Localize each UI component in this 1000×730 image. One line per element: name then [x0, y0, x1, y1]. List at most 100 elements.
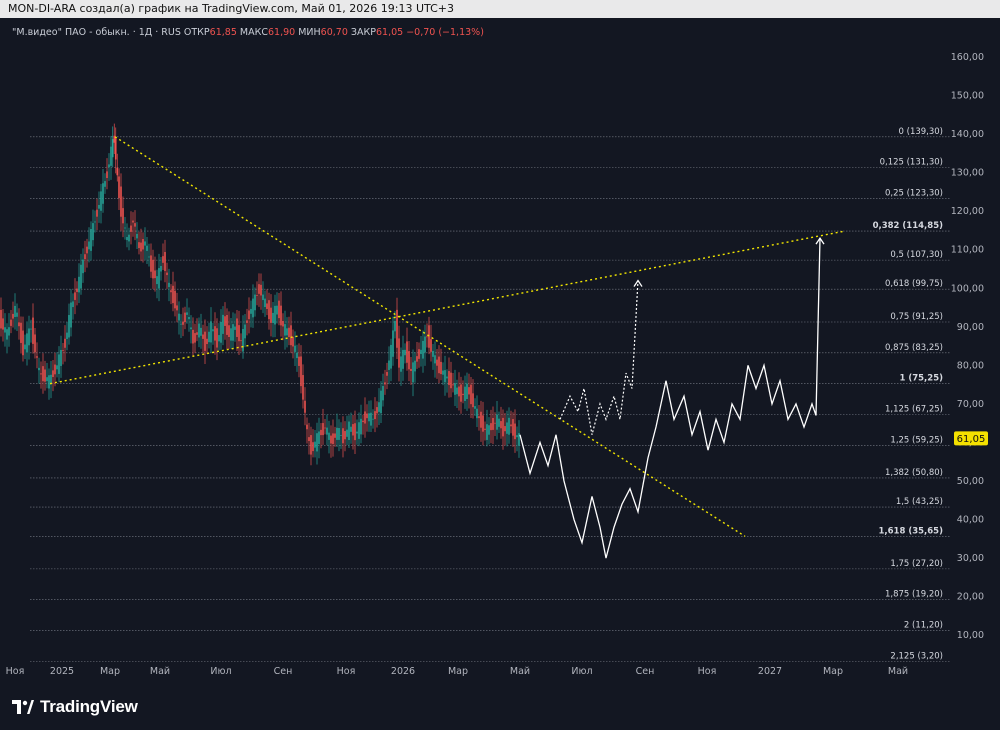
candle-body-20: [40, 373, 42, 375]
candle-body-207: [412, 362, 414, 383]
candle-body-169: [336, 427, 338, 440]
x-tick-13: 2027: [758, 666, 782, 677]
projection-main-path[interactable]: [519, 238, 821, 559]
candle-body-86: [170, 290, 172, 293]
chart-area[interactable]: [0, 18, 1000, 730]
candle-body-213: [424, 336, 426, 353]
candle-body-232: [462, 393, 464, 396]
last-price-tag: 61,05: [954, 431, 988, 446]
candle-body-28: [56, 365, 58, 370]
y-axis[interactable]: 160,00 150,00 140,00 130,00 120,00 110,00 100,…: [951, 52, 984, 641]
candle-body-182: [362, 420, 364, 423]
candle-body-16: [32, 317, 34, 344]
x-tick-9: Май: [510, 666, 530, 677]
candle-body-57: [113, 135, 116, 143]
candle-body-240: [478, 416, 480, 419]
candle-body-94: [186, 312, 188, 315]
candle-body-120: [238, 325, 240, 342]
candle-body-217: [432, 350, 434, 357]
candle-body-221: [440, 361, 442, 375]
trendline-1[interactable]: [49, 230, 846, 385]
candle-body-26: [52, 370, 54, 378]
candle-body-82: [162, 256, 164, 263]
candle-body-223: [444, 370, 446, 383]
candle-body-197: [392, 330, 394, 357]
candle-body-237: [472, 393, 474, 408]
candle-body-140: [278, 300, 280, 319]
y-tick-1: 150,00: [951, 91, 984, 102]
candle-body-218: [434, 355, 436, 364]
price-chart[interactable]: 0 (139,30) 0,125 (131,30) 0,25 (123,30) 0,3…: [0, 18, 1000, 686]
candle-body-130: [258, 284, 260, 294]
symbol-name[interactable]: "М.видео" ПАО - обыкн. · 1Д · RUS: [12, 27, 181, 38]
candle-body-39: [78, 276, 80, 293]
last-price-tag-bg: [954, 431, 988, 446]
trendline-0[interactable]: [114, 136, 746, 537]
high-label: МАКС: [239, 27, 268, 38]
candle-body-196: [390, 344, 392, 369]
fib-label-12: 1,5 (43,25): [896, 497, 943, 507]
change-value: −0,70 (−1,13%): [406, 27, 484, 38]
candle-body-111: [220, 321, 222, 343]
candle-body-52: [104, 181, 106, 187]
candle-body-190: [378, 402, 380, 412]
candle-body-142: [282, 321, 284, 327]
fib-label-9: 1,125 (67,25): [885, 405, 943, 415]
y-tick-9: 70,00: [957, 399, 984, 410]
symbol-legend[interactable]: "М.видео" ПАО - обыкн. · 1Д · RUS ОТКР61…: [12, 27, 484, 38]
trendlines[interactable]: [49, 136, 846, 537]
candle-body-3: [6, 329, 8, 340]
close-label: ЗАКР: [350, 27, 376, 38]
candle-body-244: [486, 424, 488, 440]
candle-body-113: [224, 316, 226, 326]
fib-label-16: 2 (11,20): [904, 621, 943, 631]
candle-body-235: [468, 387, 470, 395]
candle-body-193: [384, 382, 386, 385]
candle-body-212: [422, 340, 424, 359]
y-tick-6: 100,00: [951, 283, 984, 294]
projection-paths[interactable]: [519, 236, 825, 559]
candle-body-6: [12, 313, 14, 319]
candle-body-47: [94, 221, 96, 223]
fib-label-13: 1,618 (35,65): [878, 526, 943, 536]
candle-body-147: [292, 336, 294, 347]
projection-alt-path[interactable]: [559, 280, 639, 435]
x-tick-2: Мар: [100, 666, 120, 677]
y-tick-8: 80,00: [957, 360, 984, 371]
candle-body-27: [54, 364, 56, 375]
candle-body-150: [298, 356, 300, 366]
candle-body-199: [396, 309, 398, 348]
candle-body-1: [2, 318, 4, 330]
candle-body-245: [488, 425, 490, 435]
y-tick-7: 90,00: [957, 322, 984, 333]
candle-body-248: [494, 422, 496, 424]
candle-body-88: [174, 290, 176, 309]
candle-body-158: [314, 441, 316, 448]
candle-body-255: [508, 417, 510, 435]
candle-body-191: [380, 390, 382, 414]
x-tick-15: Май: [888, 666, 908, 677]
x-tick-1: 2025: [50, 666, 74, 677]
candle-body-222: [442, 370, 444, 375]
candle-body-187: [372, 418, 374, 420]
candle-body-175: [348, 421, 350, 441]
candle-body-64: [126, 237, 128, 241]
candle-body-243: [484, 428, 486, 430]
header-caption-bar: MON-DI-ARA создал(а) график на TradingVi…: [0, 0, 1000, 18]
x-axis[interactable]: Ноя 2025 Мар Май Июл Сен Ноя 2026 Мар Май Июл Сен Но…: [6, 666, 908, 677]
candle-body-25: [50, 374, 52, 385]
candle-body-32: [64, 338, 66, 348]
candle-body-93: [184, 312, 186, 322]
candle-body-185: [368, 413, 370, 422]
candle-body-137: [272, 312, 274, 323]
candle-body-124: [246, 320, 248, 323]
candle-body-250: [498, 418, 500, 427]
candle-body-11: [22, 330, 24, 356]
candle-body-84: [166, 272, 168, 276]
x-tick-5: Сен: [274, 666, 293, 677]
candle-body-92: [182, 321, 184, 325]
tradingview-logo[interactable]: TradingView: [12, 697, 138, 717]
candle-body-192: [382, 385, 384, 401]
y-tick-11: 50,00: [957, 476, 984, 487]
y-tick-5: 110,00: [951, 245, 984, 256]
